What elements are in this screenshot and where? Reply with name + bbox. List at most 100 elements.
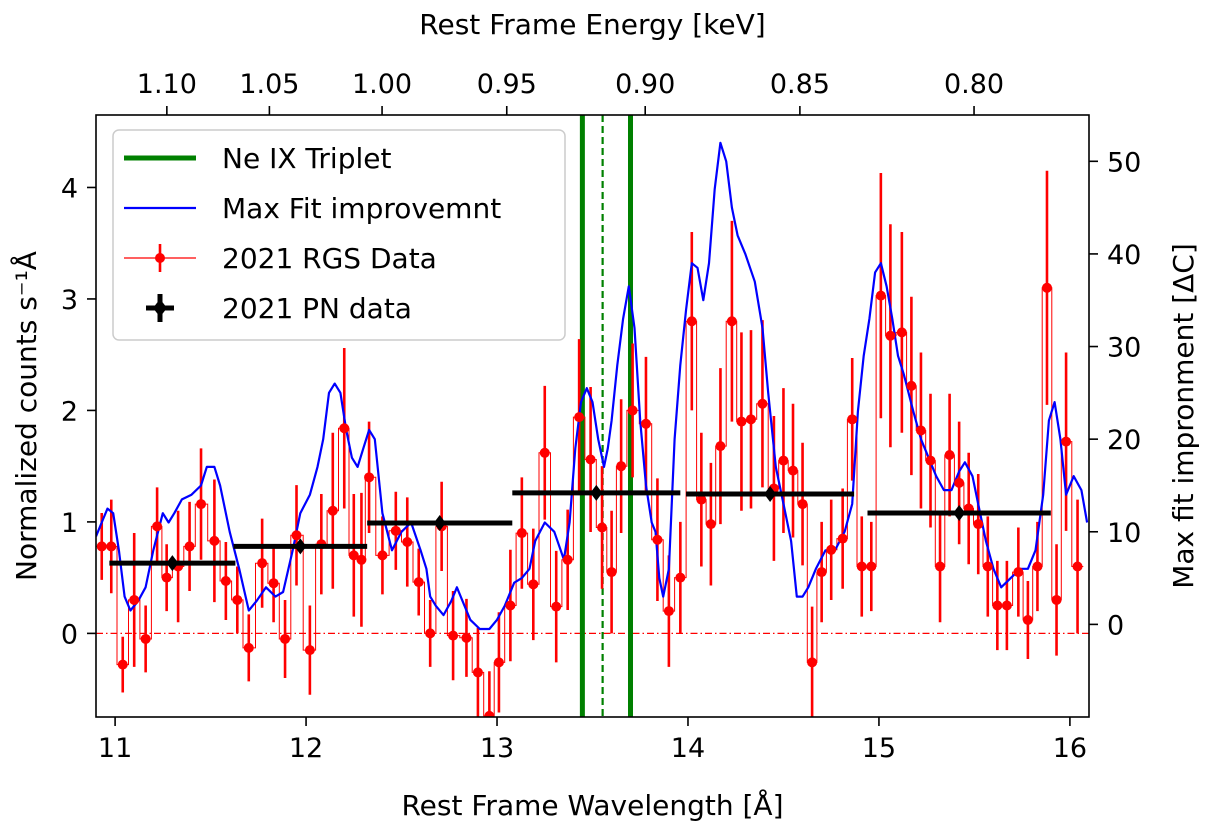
- legend-label-3: 2021 PN data: [222, 292, 412, 325]
- rgs-point-9: [196, 499, 207, 510]
- y-right-tick-label-1: 10: [1107, 518, 1141, 549]
- rgs-point-83: [992, 600, 1003, 611]
- rgs-point-29: [425, 628, 436, 639]
- pn-point-0: [166, 555, 179, 572]
- pn-point-5: [953, 504, 966, 521]
- rgs-point-15: [268, 578, 279, 589]
- rgs-point-73: [896, 327, 907, 338]
- rgs-point-54: [705, 519, 716, 530]
- x-tick-label-5: 16: [1053, 733, 1087, 764]
- top-tick-label-2: 1.00: [352, 69, 412, 100]
- y-right-tick-label-3: 30: [1107, 333, 1141, 364]
- rgs-point-32: [461, 632, 472, 643]
- y-left-tick-label-3: 3: [61, 285, 78, 316]
- y-right-tick-label-5: 50: [1107, 147, 1141, 178]
- rgs-point-63: [797, 499, 808, 510]
- rgs-point-21: [339, 423, 350, 434]
- y-left-tick-label-1: 1: [61, 508, 78, 539]
- legend-item-2: 2021 RGS Data: [124, 242, 437, 275]
- x-tick-label-2: 13: [480, 733, 514, 764]
- y-right-tick-label-2: 20: [1107, 425, 1141, 456]
- rgs-point-81: [973, 519, 984, 530]
- rgs-point-26: [390, 525, 401, 536]
- rgs-point-74: [906, 380, 917, 391]
- rgs-point-28: [413, 577, 424, 588]
- rgs-point-91: [1072, 561, 1083, 572]
- rgs-point-37: [516, 528, 527, 539]
- legend-item-0: Ne IX Triplet: [124, 142, 391, 175]
- rgs-point-4: [140, 633, 151, 644]
- rgs-point-85: [1013, 567, 1024, 578]
- rgs-point-50: [663, 606, 674, 617]
- top-tick-label-0: 1.10: [137, 69, 197, 100]
- rgs-point-12: [232, 594, 243, 605]
- rgs-point-75: [915, 425, 926, 436]
- rgs-point-11: [220, 575, 231, 586]
- rgs-point-76: [925, 455, 936, 466]
- x-axis-title: Rest Frame Wavelength [Å]: [401, 788, 783, 822]
- rgs-point-16: [280, 633, 291, 644]
- rgs-point-86: [1022, 615, 1033, 626]
- right-axis-title: Max fit impronment [ΔC]: [1167, 243, 1200, 589]
- legend-item-1: Max Fit improvemnt: [124, 192, 501, 225]
- rgs-point-87: [1032, 561, 1043, 572]
- rgs-point-42: [574, 412, 585, 423]
- rgs-point-88: [1041, 282, 1052, 293]
- rgs-point-82: [982, 561, 993, 572]
- rgs-point-57: [736, 416, 747, 427]
- rgs-point-13: [243, 642, 254, 653]
- left-axis-title: Normalized counts s⁻¹Å: [9, 251, 43, 581]
- rgs-point-35: [493, 657, 504, 668]
- rgs-point-66: [826, 544, 837, 555]
- top-tick-label-6: 0.80: [944, 69, 1004, 100]
- rgs-point-64: [807, 657, 818, 668]
- rgs-point-23: [356, 554, 367, 565]
- top-tick-label-5: 0.85: [770, 69, 830, 100]
- rgs-point-72: [885, 330, 896, 341]
- rgs-point-36: [505, 600, 516, 611]
- rgs-point-61: [778, 455, 789, 466]
- rgs-point-40: [551, 601, 562, 612]
- rgs-point-90: [1061, 436, 1072, 447]
- top-axis-title: Rest Frame Energy [keV]: [419, 8, 765, 41]
- rgs-point-68: [847, 414, 858, 425]
- rgs-point-3: [129, 594, 140, 605]
- rgs-point-47: [627, 405, 638, 416]
- rgs-point-14: [257, 558, 268, 569]
- rgs-point-53: [696, 494, 707, 505]
- rgs-point-31: [448, 630, 459, 641]
- rgs-point-25: [377, 550, 388, 561]
- axis-ticks: 11 12 13 14 15 161.10 1.05 1.00 0.95 0.90 0.85 0.80…: [61, 69, 1142, 764]
- rgs-point-48: [640, 418, 651, 429]
- x-tick-label-0: 11: [98, 733, 132, 764]
- rgs-point-0: [96, 541, 107, 552]
- legend-label-1: Max Fit improvemnt: [222, 192, 501, 225]
- y-left-tick-label-0: 0: [61, 619, 78, 650]
- legend-label-2: 2021 RGS Data: [222, 242, 437, 275]
- rgs-point-78: [944, 450, 955, 461]
- x-tick-label-1: 12: [289, 733, 323, 764]
- pn-point-1: [294, 538, 307, 555]
- rgs-point-22: [348, 550, 359, 561]
- legend-label-0: Ne IX Triplet: [222, 142, 391, 175]
- rgs-point-56: [726, 316, 737, 327]
- y-left-tick-label-4: 4: [61, 173, 78, 204]
- plot-data-layer: [96, 115, 1089, 717]
- y-left-tick-label-2: 2: [61, 396, 78, 427]
- x-tick-label-3: 14: [671, 733, 705, 764]
- rgs-point-79: [954, 477, 965, 488]
- legend-box: [112, 129, 566, 341]
- pn-point-2: [433, 515, 446, 532]
- rgs-point-8: [184, 541, 195, 552]
- pn-point-4: [764, 486, 777, 503]
- rgs-point-17: [291, 530, 302, 541]
- y-right-tick-label-4: 40: [1107, 240, 1141, 271]
- rgs-point-5: [152, 521, 163, 532]
- rgs-point-20: [327, 505, 338, 516]
- rgs-point-24: [364, 472, 375, 483]
- top-tick-label-4: 0.90: [615, 69, 675, 100]
- rgs-point-33: [472, 667, 483, 678]
- rgs-point-6: [161, 572, 172, 583]
- rgs-point-55: [715, 441, 726, 452]
